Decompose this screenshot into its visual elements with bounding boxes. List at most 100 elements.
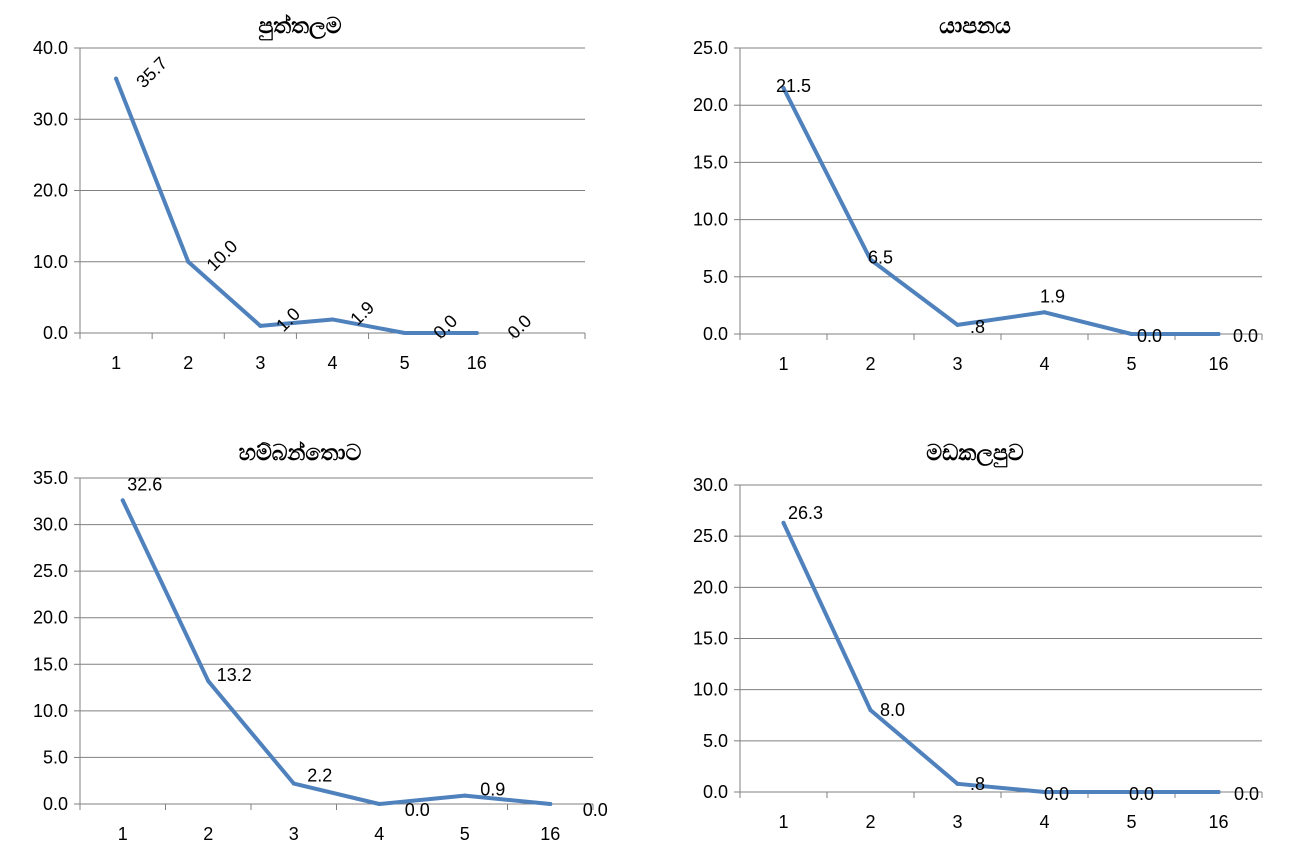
x-tick-label: 1 <box>118 824 128 844</box>
chart-title: යාපනය <box>939 14 1011 39</box>
data-point <box>868 708 873 713</box>
x-tick-label: 16 <box>1208 354 1228 374</box>
y-tick-label: 10.0 <box>33 701 68 721</box>
y-tick-label: 20.0 <box>693 95 728 115</box>
x-tick-label: 16 <box>467 353 487 373</box>
data-point <box>955 322 960 327</box>
data-label: 0.0 <box>1234 784 1259 804</box>
data-point <box>868 257 873 262</box>
x-tick-label: 3 <box>289 824 299 844</box>
x-tick-label: 16 <box>1208 812 1228 832</box>
series-line <box>781 86 1221 336</box>
data-label: 0.0 <box>405 800 430 820</box>
data-point <box>955 781 960 786</box>
data-label: 35.7 <box>132 53 171 92</box>
x-tick-label: 1 <box>111 353 121 373</box>
x-tick-label: 2 <box>865 812 875 832</box>
data-label: 10.0 <box>203 236 242 275</box>
data-label: 26.3 <box>788 503 823 523</box>
data-point <box>1216 790 1221 794</box>
x-tick-label: 2 <box>203 824 213 844</box>
chart-title: මඩකලපුව <box>926 441 1024 468</box>
y-tick-label: 30.0 <box>693 475 728 495</box>
x-tick-label: 4 <box>1039 812 1049 832</box>
x-tick-label: 4 <box>1039 354 1049 374</box>
x-tick-label: 1 <box>778 812 788 832</box>
series-line <box>781 520 1221 794</box>
data-label: 1.0 <box>272 304 304 336</box>
y-tick-label: 20.0 <box>33 181 68 201</box>
data-point <box>781 86 786 91</box>
line-chart-3: හම්බන්තොට 0.05.010.015.020.025.030.035.0… <box>33 440 608 844</box>
data-label: 0.9 <box>480 780 505 800</box>
y-tick-label: 30.0 <box>33 515 68 535</box>
data-label: 32.6 <box>127 474 162 494</box>
y-tick-label: 25.0 <box>693 38 728 58</box>
x-tick-label: 2 <box>865 354 875 374</box>
y-tick-label: 15.0 <box>33 654 68 674</box>
data-point <box>1129 332 1134 336</box>
data-point <box>402 331 407 335</box>
data-label: 0.0 <box>583 800 608 820</box>
data-point <box>1042 790 1047 794</box>
data-label: 0.0 <box>429 311 461 343</box>
x-tick-label: 3 <box>952 812 962 832</box>
x-tick-label: 16 <box>540 824 560 844</box>
chart-title: හම්බන්තොට <box>239 440 362 466</box>
x-tick-label: 5 <box>460 824 470 844</box>
x-tick-label: 1 <box>778 354 788 374</box>
data-label: 0.0 <box>1129 784 1154 804</box>
line-chart-4: මඩකලපුව 0.0 5.0 10.0 15.0 20.0 25.0 30.0 1 2 3 4 5 1… <box>693 441 1263 832</box>
data-label: .8 <box>970 774 985 794</box>
series-line <box>114 76 479 335</box>
chart-panel-4: මඩකලපුව 0.0 5.0 10.0 15.0 20.0 25.0 30.0 1 2 3 4 5 1… <box>645 420 1291 853</box>
data-label: 21.5 <box>776 76 811 96</box>
data-point <box>548 802 553 806</box>
line-chart-2: යාපනය 0.0 5.0 10.0 15.0 20.0 25.0 1 2 3 4 5 16 21.5… <box>693 14 1263 374</box>
y-tick-label: 30.0 <box>33 109 68 129</box>
line-chart-1: පුත්තලම 0.0 10.0 20.0 30.0 40.0 1 2 3 4 5 16 35.7 1… <box>33 13 586 373</box>
y-tick-label: 10.0 <box>33 252 68 272</box>
y-tick-label: 10.0 <box>693 680 728 700</box>
y-tick-label: 10.0 <box>693 210 728 230</box>
y-tick-label: 15.0 <box>693 152 728 172</box>
data-point <box>114 76 119 81</box>
y-tick-label: 5.0 <box>703 731 728 751</box>
data-point <box>1042 310 1047 315</box>
chart-panel-3: හම්බන්තොට 0.0 5.0 10.0 15.0 20.0 25.0 30.0 35.0… <box>0 420 640 853</box>
data-point <box>120 498 125 503</box>
y-tick-label: 5.0 <box>43 747 68 767</box>
x-tick-label: 4 <box>374 824 384 844</box>
y-tick-label: 0.0 <box>703 782 728 802</box>
data-label: 8.0 <box>880 700 905 720</box>
data-point <box>474 331 479 335</box>
y-tick-label: 20.0 <box>693 577 728 597</box>
data-label: 0.0 <box>1044 784 1069 804</box>
y-tick-label: 35.0 <box>33 468 68 488</box>
y-tick-label: 0.0 <box>43 323 68 343</box>
data-label: 0.0 <box>1137 326 1162 346</box>
x-tick-label: 3 <box>952 354 962 374</box>
data-point <box>781 520 786 525</box>
chart-title: පුත්තලම <box>258 13 342 41</box>
x-tick-label: 3 <box>255 353 265 373</box>
data-point <box>1216 332 1221 336</box>
data-point <box>1129 790 1134 794</box>
data-label: 6.5 <box>868 248 893 268</box>
y-tick-label: 15.0 <box>693 629 728 649</box>
data-label: 0.0 <box>1233 326 1258 346</box>
data-label: 13.2 <box>217 665 252 685</box>
data-label: 0.0 <box>504 311 536 343</box>
y-tick-label: 40.0 <box>33 38 68 58</box>
data-point <box>462 793 467 798</box>
chart-panel-2: යාපනය 0.0 5.0 10.0 15.0 20.0 25.0 1 2 3 4 5 16 21.5… <box>645 0 1291 390</box>
x-tick-label: 5 <box>400 353 410 373</box>
y-tick-label: 0.0 <box>703 324 728 344</box>
y-tick-label: 0.0 <box>43 794 68 814</box>
x-tick-label: 4 <box>327 353 337 373</box>
y-tick-label: 25.0 <box>33 561 68 581</box>
data-label: 2.2 <box>307 766 332 786</box>
series-line <box>120 498 553 806</box>
data-label: .8 <box>970 317 985 337</box>
data-point <box>206 679 211 684</box>
